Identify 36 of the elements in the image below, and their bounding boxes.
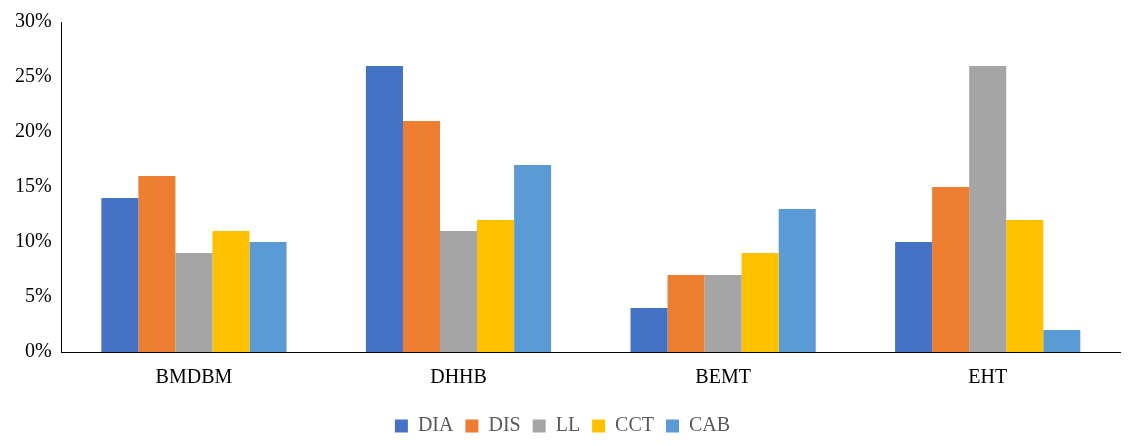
x-tick-label: DHHB bbox=[430, 365, 487, 388]
legend-label: CCT bbox=[615, 413, 654, 436]
y-tick-label: 25% bbox=[14, 64, 52, 87]
bar bbox=[514, 165, 552, 352]
bar bbox=[1006, 220, 1044, 352]
bar bbox=[630, 308, 668, 352]
y-tick-label: 10% bbox=[14, 229, 52, 252]
bar bbox=[138, 176, 176, 352]
x-tick-label: EHT bbox=[968, 365, 1008, 388]
legend-label: DIS bbox=[488, 413, 521, 436]
legend-label: DIA bbox=[417, 413, 454, 436]
bar bbox=[365, 66, 403, 352]
bar bbox=[1043, 330, 1081, 352]
bar bbox=[895, 242, 933, 352]
bar bbox=[212, 231, 250, 352]
bar bbox=[477, 220, 515, 352]
y-tick-label: 20% bbox=[14, 119, 52, 142]
legend-label: CAB bbox=[688, 413, 731, 436]
y-tick-label: 15% bbox=[14, 174, 52, 197]
y-tick-label: 30% bbox=[14, 9, 52, 32]
bar bbox=[778, 209, 816, 352]
legend-label: LL bbox=[555, 413, 581, 436]
y-tick-label: 0% bbox=[24, 339, 52, 362]
bar bbox=[667, 275, 705, 352]
x-tick-label: BEMT bbox=[695, 365, 751, 388]
bar bbox=[932, 187, 970, 352]
x-tick-label: BMDBM bbox=[155, 365, 233, 388]
bar bbox=[249, 242, 287, 352]
bar bbox=[101, 198, 139, 352]
y-tick-label: 5% bbox=[24, 284, 52, 307]
bar bbox=[440, 231, 478, 352]
bar bbox=[969, 66, 1007, 352]
bar bbox=[402, 121, 441, 352]
bar bbox=[704, 275, 742, 352]
bar bbox=[175, 253, 213, 352]
bar bbox=[741, 253, 779, 352]
